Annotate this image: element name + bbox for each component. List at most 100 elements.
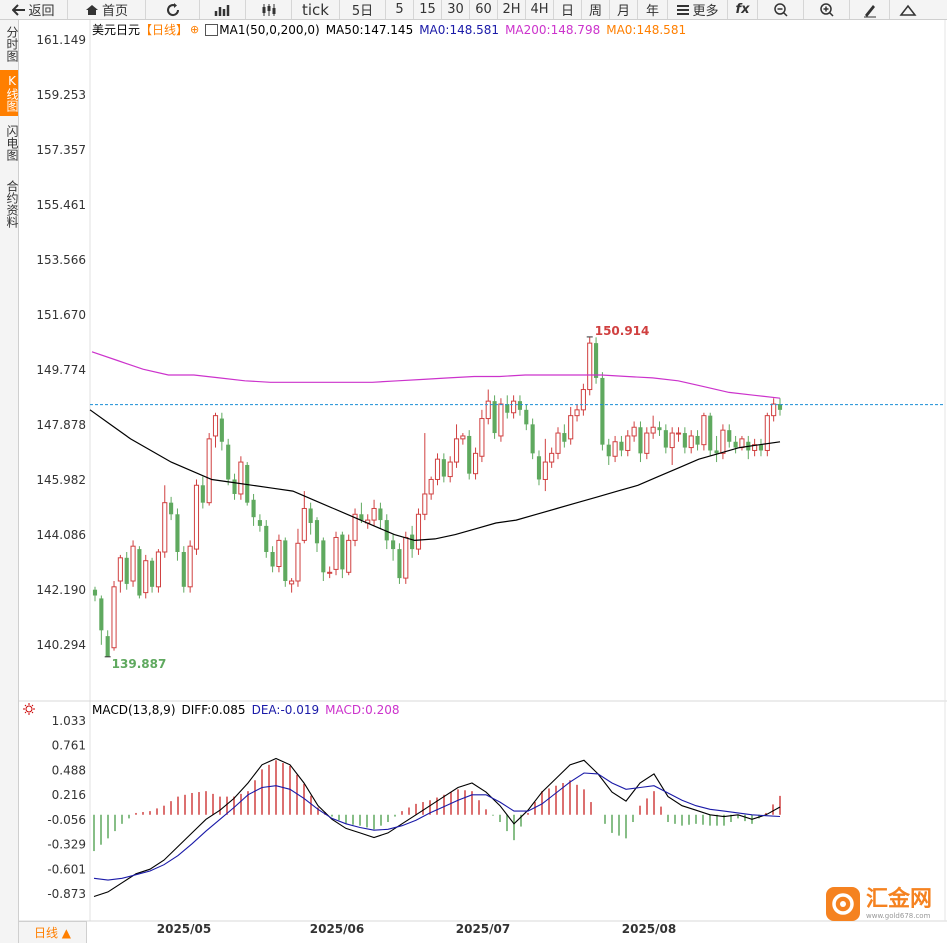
tab-contract-info[interactable]: 合约资料	[5, 180, 19, 228]
candle[interactable]	[505, 395, 510, 419]
period-5-button[interactable]: 5	[386, 0, 414, 19]
candle[interactable]	[771, 398, 777, 422]
candle[interactable]	[714, 435, 719, 463]
candle[interactable]	[682, 427, 687, 454]
candle[interactable]	[568, 406, 574, 445]
zoom-out-button[interactable]	[758, 0, 804, 19]
candle[interactable]	[397, 543, 402, 584]
candle[interactable]	[181, 546, 186, 593]
candle[interactable]	[251, 493, 256, 526]
candle[interactable]	[594, 337, 599, 384]
candle[interactable]	[758, 438, 764, 457]
more-button[interactable]: 更多	[668, 0, 728, 19]
candle[interactable]	[606, 438, 611, 465]
candle[interactable]	[410, 525, 415, 558]
fullscreen-button[interactable]	[890, 0, 926, 19]
candle[interactable]	[492, 395, 497, 439]
candle[interactable]	[441, 453, 446, 483]
zoom-in-button[interactable]	[804, 0, 850, 19]
candle[interactable]	[212, 412, 219, 448]
candle[interactable]	[580, 383, 586, 416]
candle[interactable]	[720, 424, 726, 460]
candle[interactable]	[346, 534, 352, 576]
candle[interactable]	[472, 447, 479, 480]
candle[interactable]	[169, 496, 174, 521]
period-4h-button[interactable]: 4H	[526, 0, 554, 19]
candle[interactable]	[733, 435, 738, 454]
candle[interactable]	[764, 412, 770, 457]
candle[interactable]	[193, 479, 200, 555]
candle[interactable]	[232, 473, 237, 500]
candle[interactable]	[187, 540, 193, 593]
candle[interactable]	[498, 398, 504, 442]
candle[interactable]	[739, 435, 745, 451]
candle[interactable]	[619, 435, 624, 457]
candle[interactable]	[625, 430, 631, 457]
candle[interactable]	[434, 453, 441, 486]
candle[interactable]	[130, 540, 136, 587]
period-day-button[interactable]: 日	[554, 0, 582, 19]
candle[interactable]	[105, 630, 110, 657]
candle[interactable]	[238, 456, 244, 500]
candle[interactable]	[574, 404, 580, 422]
macd-settings-icon[interactable]	[23, 703, 35, 715]
settings-icon[interactable]: ⊕	[190, 23, 200, 36]
home-button[interactable]: 首页	[68, 0, 146, 19]
candle[interactable]	[695, 430, 700, 451]
candle[interactable]	[226, 438, 231, 486]
candle[interactable]	[245, 462, 250, 506]
candle[interactable]	[467, 430, 472, 480]
candle[interactable]	[663, 424, 668, 454]
tab-flash[interactable]: 闪电图	[5, 125, 19, 161]
candle[interactable]	[587, 337, 593, 396]
candle[interactable]	[511, 395, 517, 419]
candle[interactable]	[289, 578, 295, 593]
candle[interactable]	[555, 427, 561, 460]
candle[interactable]	[600, 372, 605, 451]
candle[interactable]	[162, 485, 168, 558]
candle[interactable]	[479, 409, 485, 463]
candle[interactable]	[638, 421, 643, 463]
period-5d-button[interactable]: 5日	[340, 0, 386, 19]
candle[interactable]	[391, 534, 396, 561]
candle[interactable]	[371, 499, 377, 526]
period-15-button[interactable]: 15	[414, 0, 442, 19]
candle[interactable]	[485, 389, 491, 425]
candle[interactable]	[675, 427, 682, 442]
candle[interactable]	[155, 549, 161, 593]
candle[interactable]	[200, 476, 205, 509]
tab-kline[interactable]: K线图	[0, 70, 19, 116]
candle[interactable]	[365, 514, 371, 529]
candle[interactable]	[669, 427, 675, 465]
period-2h-button[interactable]: 2H	[498, 0, 526, 19]
candle[interactable]	[612, 435, 618, 463]
period-badge[interactable]: 【日线】	[140, 23, 189, 37]
candle[interactable]	[562, 424, 567, 448]
candle[interactable]	[746, 435, 751, 460]
candle[interactable]	[524, 404, 529, 431]
candle[interactable]	[701, 412, 707, 451]
period-60-button[interactable]: 60	[470, 0, 498, 19]
candle[interactable]	[428, 476, 434, 500]
candle[interactable]	[727, 424, 732, 448]
candle[interactable]	[92, 586, 98, 602]
tick-button[interactable]: tick	[292, 0, 340, 19]
candle[interactable]	[536, 450, 542, 486]
chart-canvas[interactable]: 161.149 159.253 157.357 155.461 153.566 151.6…	[19, 20, 947, 943]
candle[interactable]	[175, 508, 180, 561]
draw-button[interactable]	[850, 0, 890, 19]
candle[interactable]	[422, 433, 428, 521]
candle[interactable]	[99, 595, 104, 645]
candle[interactable]	[150, 557, 155, 593]
indicator-icon[interactable]	[205, 23, 219, 36]
candle[interactable]	[219, 412, 224, 451]
candle[interactable]	[264, 520, 269, 558]
kline-button[interactable]	[200, 0, 246, 19]
candle[interactable]	[517, 395, 523, 416]
candle[interactable]	[415, 508, 422, 555]
candle[interactable]	[257, 514, 262, 532]
candle[interactable]	[340, 531, 345, 579]
candle[interactable]	[447, 456, 453, 483]
candle[interactable]	[631, 421, 637, 442]
candle[interactable]	[352, 508, 358, 547]
